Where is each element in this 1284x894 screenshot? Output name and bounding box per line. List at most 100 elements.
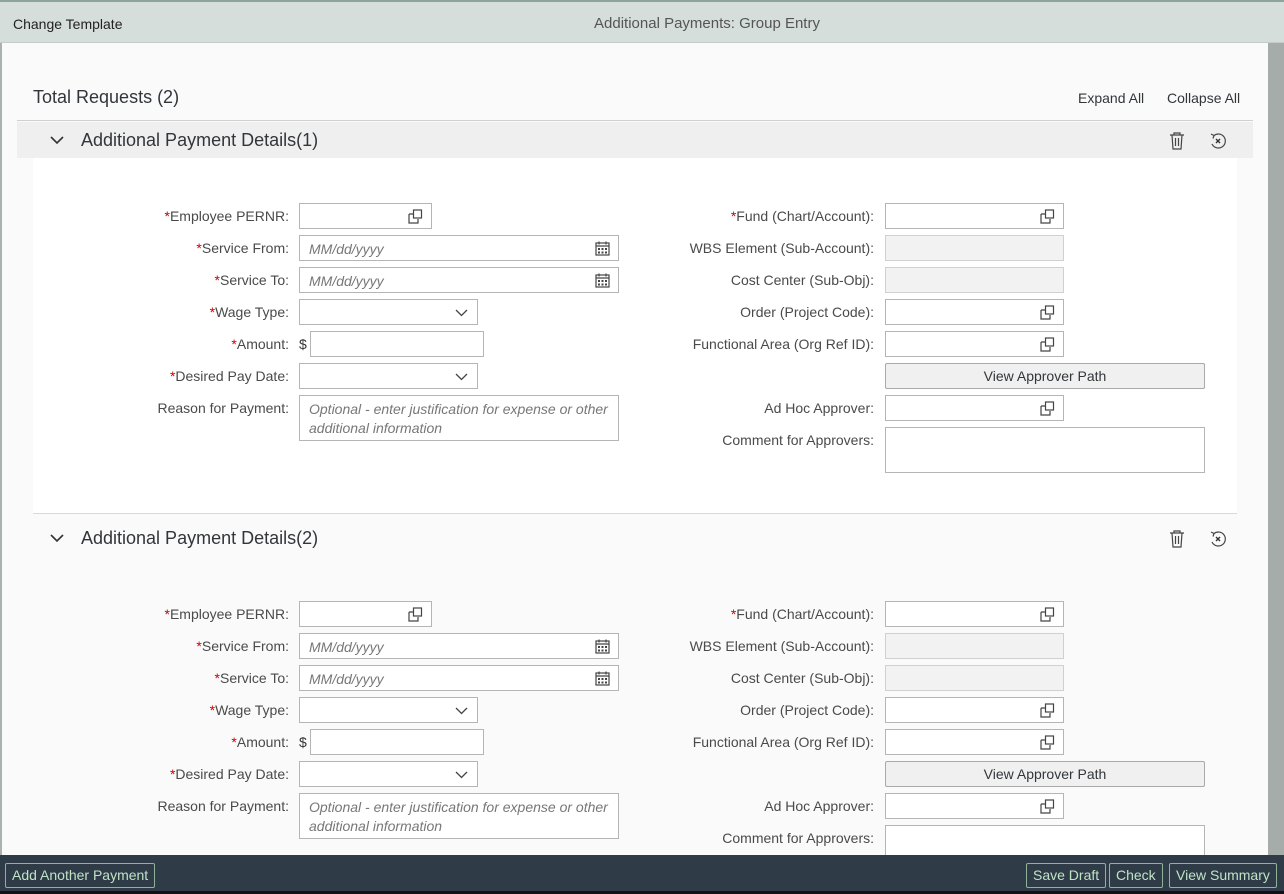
view-approver-path-button[interactable]: View Approver Path [885, 363, 1205, 389]
employee-pernr-input[interactable] [299, 601, 432, 627]
collapse-all-link[interactable]: Collapse All [1167, 90, 1241, 106]
chevron-down-icon[interactable] [454, 305, 469, 320]
ad-hoc-approver-input[interactable] [885, 395, 1064, 421]
calendar-icon[interactable] [595, 639, 610, 654]
value-help-icon[interactable] [408, 607, 423, 622]
service-from-input[interactable]: MM/dd/yyyy [299, 235, 619, 261]
field-label: *Desired Pay Date: [169, 766, 289, 782]
trash-icon[interactable] [1169, 530, 1185, 548]
field-label: *Service From: [196, 638, 289, 654]
total-requests-title: Total Requests (2) [33, 87, 180, 107]
trash-icon[interactable] [1169, 132, 1185, 150]
chevron-down-icon[interactable] [454, 767, 469, 782]
chevron-down-icon[interactable] [49, 530, 65, 546]
change-template-link[interactable]: Change Template [13, 16, 123, 32]
wage-type-input[interactable] [299, 697, 478, 723]
save-draft-button[interactable]: Save Draft [1026, 863, 1107, 888]
discard-icon[interactable] [1209, 530, 1227, 548]
section-header[interactable]: Additional Payment Details(1) [17, 122, 1253, 158]
amount-input[interactable] [310, 331, 484, 357]
field-label: Reason for Payment: [157, 798, 289, 814]
field-label: *Fund (Chart/Account): [730, 606, 874, 622]
required-marker: * [164, 606, 170, 622]
reason-for-payment-input[interactable]: Optional - enter justification for expen… [299, 793, 619, 839]
field-label: *Service To: [214, 670, 289, 686]
field-label: *Wage Type: [209, 702, 289, 718]
wbs-element-sub-account-input [885, 633, 1064, 659]
value-help-icon[interactable] [1040, 607, 1055, 622]
currency-symbol: $ [299, 336, 307, 352]
title-bar: Change Template Additional Payments: Gro… [0, 0, 1284, 43]
check-button[interactable]: Check [1109, 863, 1163, 888]
value-help-icon[interactable] [408, 209, 423, 224]
fund-chart-account-input[interactable] [885, 203, 1064, 229]
reason-for-payment-input[interactable]: Optional - enter justification for expen… [299, 395, 619, 441]
currency-symbol: $ [299, 734, 307, 750]
field-label: *Fund (Chart/Account): [730, 208, 874, 224]
field-label: WBS Element (Sub-Account): [689, 240, 874, 256]
value-help-icon[interactable] [1040, 401, 1055, 416]
service-from-input[interactable]: MM/dd/yyyy [299, 633, 619, 659]
value-help-icon[interactable] [1040, 799, 1055, 814]
field-label: Reason for Payment: [157, 400, 289, 416]
service-to-input[interactable]: MM/dd/yyyy [299, 665, 619, 691]
field-label: *Amount: [231, 734, 289, 750]
desired-pay-date-input[interactable] [299, 363, 478, 389]
chevron-down-icon[interactable] [454, 703, 469, 718]
value-help-icon[interactable] [1040, 337, 1055, 352]
required-marker: * [231, 336, 237, 352]
value-help-icon[interactable] [1040, 703, 1055, 718]
comment-for-approvers-input[interactable] [885, 427, 1205, 473]
cost-center-sub-obj-input [885, 267, 1064, 293]
required-marker: * [169, 368, 176, 384]
calendar-icon[interactable] [595, 671, 610, 686]
field-label: Order (Project Code): [740, 702, 874, 718]
order-project-code-input[interactable] [885, 299, 1064, 325]
field-label: *Employee PERNR: [164, 208, 290, 224]
chevron-down-icon[interactable] [49, 132, 65, 148]
section-title: Additional Payment Details(1) [81, 130, 319, 150]
functional-area-org-ref-id-input[interactable] [885, 331, 1064, 357]
employee-pernr-input[interactable] [299, 203, 432, 229]
wage-type-input[interactable] [299, 299, 478, 325]
scrollbar[interactable] [1268, 43, 1284, 855]
field-label: Order (Project Code): [740, 304, 874, 320]
field-label: *Amount: [231, 336, 289, 352]
field-label: *Desired Pay Date: [169, 368, 289, 384]
calendar-icon[interactable] [595, 273, 610, 288]
required-marker: * [196, 638, 202, 654]
required-marker: * [214, 272, 220, 288]
add-another-payment-button[interactable]: Add Another Payment [5, 863, 156, 888]
wbs-element-sub-account-input [885, 235, 1064, 261]
expand-all-link[interactable]: Expand All [1078, 90, 1145, 106]
discard-icon[interactable] [1209, 132, 1227, 150]
section-title: Additional Payment Details(2) [81, 528, 319, 548]
required-marker: * [209, 702, 216, 718]
value-help-icon[interactable] [1040, 305, 1055, 320]
order-project-code-input[interactable] [885, 697, 1064, 723]
section-header[interactable]: Additional Payment Details(2) [17, 520, 1253, 556]
required-marker: * [164, 208, 170, 224]
required-marker: * [231, 734, 237, 750]
view-approver-path-button[interactable]: View Approver Path [885, 761, 1205, 787]
cost-center-sub-obj-input [885, 665, 1064, 691]
field-label: Comment for Approvers: [722, 830, 874, 846]
ad-hoc-approver-input[interactable] [885, 793, 1064, 819]
comment-for-approvers-input[interactable] [885, 825, 1205, 855]
chevron-down-icon[interactable] [454, 369, 469, 384]
view-summary-button[interactable]: View Summary [1169, 863, 1277, 888]
calendar-icon[interactable] [595, 241, 610, 256]
value-help-icon[interactable] [1040, 735, 1055, 750]
desired-pay-date-input[interactable] [299, 761, 478, 787]
field-label: Ad Hoc Approver: [764, 400, 874, 416]
value-help-icon[interactable] [1040, 209, 1055, 224]
fund-chart-account-input[interactable] [885, 601, 1064, 627]
functional-area-org-ref-id-input[interactable] [885, 729, 1064, 755]
service-to-input[interactable]: MM/dd/yyyy [299, 267, 619, 293]
field-label: *Wage Type: [209, 304, 289, 320]
field-label: Cost Center (Sub-Obj): [730, 272, 874, 288]
required-marker: * [169, 766, 176, 782]
amount-input[interactable] [310, 729, 484, 755]
field-label: Functional Area (Org Ref ID): [692, 336, 874, 352]
field-label: *Employee PERNR: [164, 606, 290, 622]
